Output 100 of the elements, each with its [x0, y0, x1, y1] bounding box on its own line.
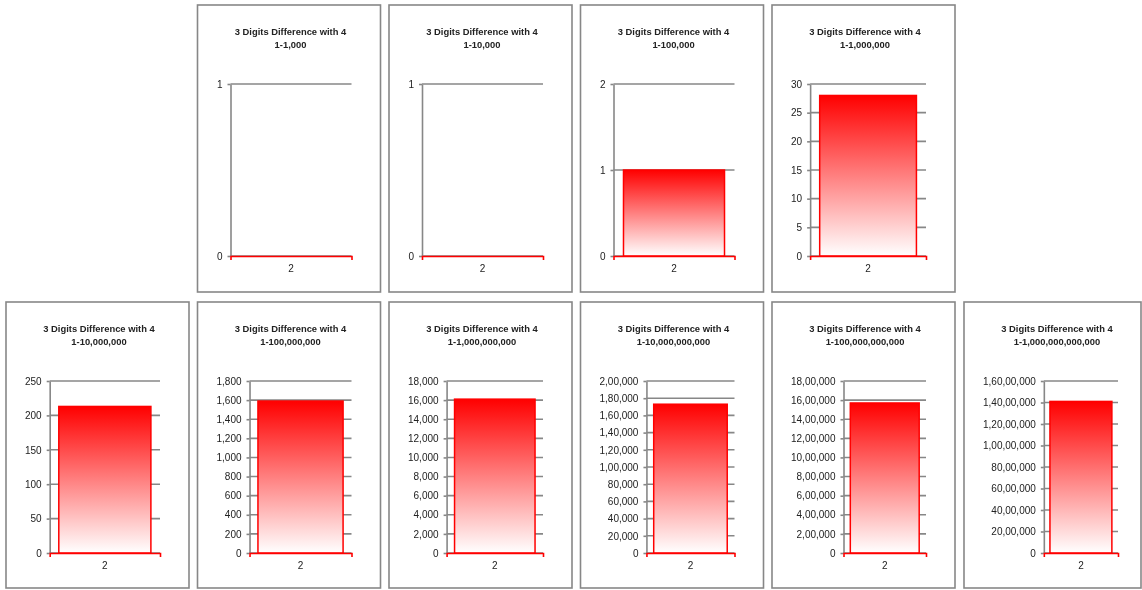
y-tick-label: 400: [224, 509, 242, 521]
y-tick-label: 1,60,000: [599, 410, 639, 422]
y-tick-label: 80,000: [607, 478, 639, 490]
chart-subtitle: 1-1,000,000,000: [447, 336, 517, 347]
chart-title: 3 Digits Difference with 4: [809, 26, 922, 37]
chart-title: 3 Digits Difference with 4: [809, 323, 922, 334]
y-tick-label: 16,00,000: [791, 394, 836, 406]
x-tick-label: 2: [671, 263, 678, 275]
y-tick-label: 18,00,000: [791, 375, 836, 387]
y-tick-label: 5: [796, 222, 803, 234]
y-tick-label: 200: [224, 528, 242, 540]
y-tick-label: 10,000: [408, 452, 440, 464]
y-tick-label: 1,00,000: [599, 461, 639, 473]
y-tick-label: 8,000: [413, 471, 440, 483]
y-tick-label: 1,800: [216, 375, 242, 387]
y-tick-label: 1: [216, 78, 223, 90]
y-tick-label: 2,000: [413, 528, 440, 540]
y-tick-label: 1: [599, 164, 606, 176]
y-tick-label: 2: [599, 78, 606, 90]
y-tick-label: 0: [408, 250, 415, 262]
y-tick-label: 12,000: [408, 433, 440, 445]
y-tick-label: 0: [599, 250, 606, 262]
y-tick-label: 0: [796, 250, 803, 262]
chart-title: 3 Digits Difference with 4: [234, 323, 348, 334]
chart-title: 3 Digits Difference with 4: [617, 26, 731, 37]
y-tick-label: 600: [224, 490, 242, 502]
y-tick-label: 1,20,00,000: [983, 418, 1037, 430]
y-tick-label: 18,000: [408, 375, 440, 387]
x-tick-label: 2: [687, 560, 694, 572]
y-tick-label: 12,00,000: [791, 433, 836, 445]
y-tick-label: 30: [791, 78, 803, 90]
chart-subtitle: 1-10,000: [463, 39, 501, 50]
chart-title: 3 Digits Difference with 4: [426, 323, 539, 334]
y-tick-label: 4,00,000: [796, 509, 836, 521]
x-tick-label: 2: [297, 560, 304, 572]
y-tick-label: 0: [433, 547, 440, 559]
x-tick-label: 2: [492, 560, 499, 572]
y-tick-label: 1,60,00,000: [983, 375, 1037, 387]
y-tick-label: 0: [1030, 547, 1037, 559]
chart-subtitle: 1-1,000,000: [839, 39, 891, 50]
y-tick-label: 8,00,000: [796, 471, 836, 483]
x-tick-label: 2: [1078, 560, 1085, 572]
chart-title: 3 Digits Difference with 4: [1001, 323, 1114, 334]
y-tick-label: 2,00,000: [796, 528, 836, 540]
y-tick-label: 1,40,00,000: [983, 397, 1037, 409]
chart-title: 3 Digits Difference with 4: [234, 26, 348, 37]
y-tick-label: 1,400: [216, 413, 242, 425]
y-tick-label: 0: [632, 547, 639, 559]
y-tick-label: 50: [30, 513, 43, 525]
y-tick-label: 1,00,00,000: [983, 440, 1037, 452]
x-tick-label: 2: [881, 560, 888, 572]
y-tick-label: 20,00,000: [991, 526, 1037, 538]
chart-subtitle: 1-10,000,000,000: [636, 336, 711, 347]
chart-subtitle: 1-1,000: [274, 39, 307, 50]
y-tick-label: 2,00,000: [599, 375, 639, 387]
y-tick-label: 1: [408, 78, 415, 90]
y-tick-label: 800: [224, 471, 242, 483]
chart-subtitle: 1-100,000,000,000: [825, 336, 905, 347]
y-tick-label: 250: [25, 375, 43, 387]
chart-title: 3 Digits Difference with 4: [617, 323, 731, 334]
chart-title: 3 Digits Difference with 4: [43, 323, 156, 334]
y-tick-label: 80,00,000: [991, 461, 1037, 473]
y-tick-label: 6,000: [413, 490, 440, 502]
chart-subtitle: 1-1,000,000,000,000: [1013, 336, 1101, 347]
y-tick-label: 1,600: [216, 394, 242, 406]
chart-subtitle: 1-100,000,000: [260, 336, 321, 347]
x-tick-label: 2: [865, 263, 872, 275]
y-tick-label: 1,40,000: [599, 427, 639, 439]
y-tick-label: 40,000: [607, 513, 639, 525]
y-tick-label: 10,00,000: [791, 452, 836, 464]
y-tick-label: 0: [216, 250, 223, 262]
y-tick-label: 1,000: [216, 452, 242, 464]
x-tick-label: 2: [288, 263, 295, 275]
y-tick-label: 1,200: [216, 433, 242, 445]
y-tick-label: 0: [36, 547, 43, 559]
y-tick-label: 150: [25, 444, 43, 456]
y-tick-label: 25: [791, 107, 803, 119]
y-tick-label: 0: [235, 547, 242, 559]
y-tick-label: 200: [25, 410, 43, 422]
y-tick-label: 20: [791, 136, 803, 148]
y-tick-label: 60,00,000: [991, 483, 1037, 495]
y-tick-label: 1,20,000: [599, 444, 639, 456]
chart-subtitle: 1-100,000: [652, 39, 695, 50]
chart-subtitle: 1-10,000,000: [71, 336, 127, 347]
y-tick-label: 20,000: [607, 530, 639, 542]
y-tick-label: 16,000: [408, 394, 440, 406]
y-tick-label: 6,00,000: [796, 490, 836, 502]
y-tick-label: 15: [791, 164, 803, 176]
y-tick-label: 1,80,000: [599, 392, 639, 404]
y-tick-label: 10: [791, 193, 803, 205]
chart-title: 3 Digits Difference with 4: [426, 26, 539, 37]
y-tick-label: 4,000: [413, 509, 440, 521]
y-tick-label: 14,00,000: [791, 413, 836, 425]
y-tick-label: 0: [829, 547, 836, 559]
y-tick-label: 40,00,000: [991, 504, 1037, 516]
y-tick-label: 14,000: [408, 413, 440, 425]
x-tick-label: 2: [479, 263, 486, 275]
y-tick-label: 100: [25, 478, 43, 490]
y-tick-label: 60,000: [607, 496, 639, 508]
x-tick-label: 2: [102, 560, 109, 572]
